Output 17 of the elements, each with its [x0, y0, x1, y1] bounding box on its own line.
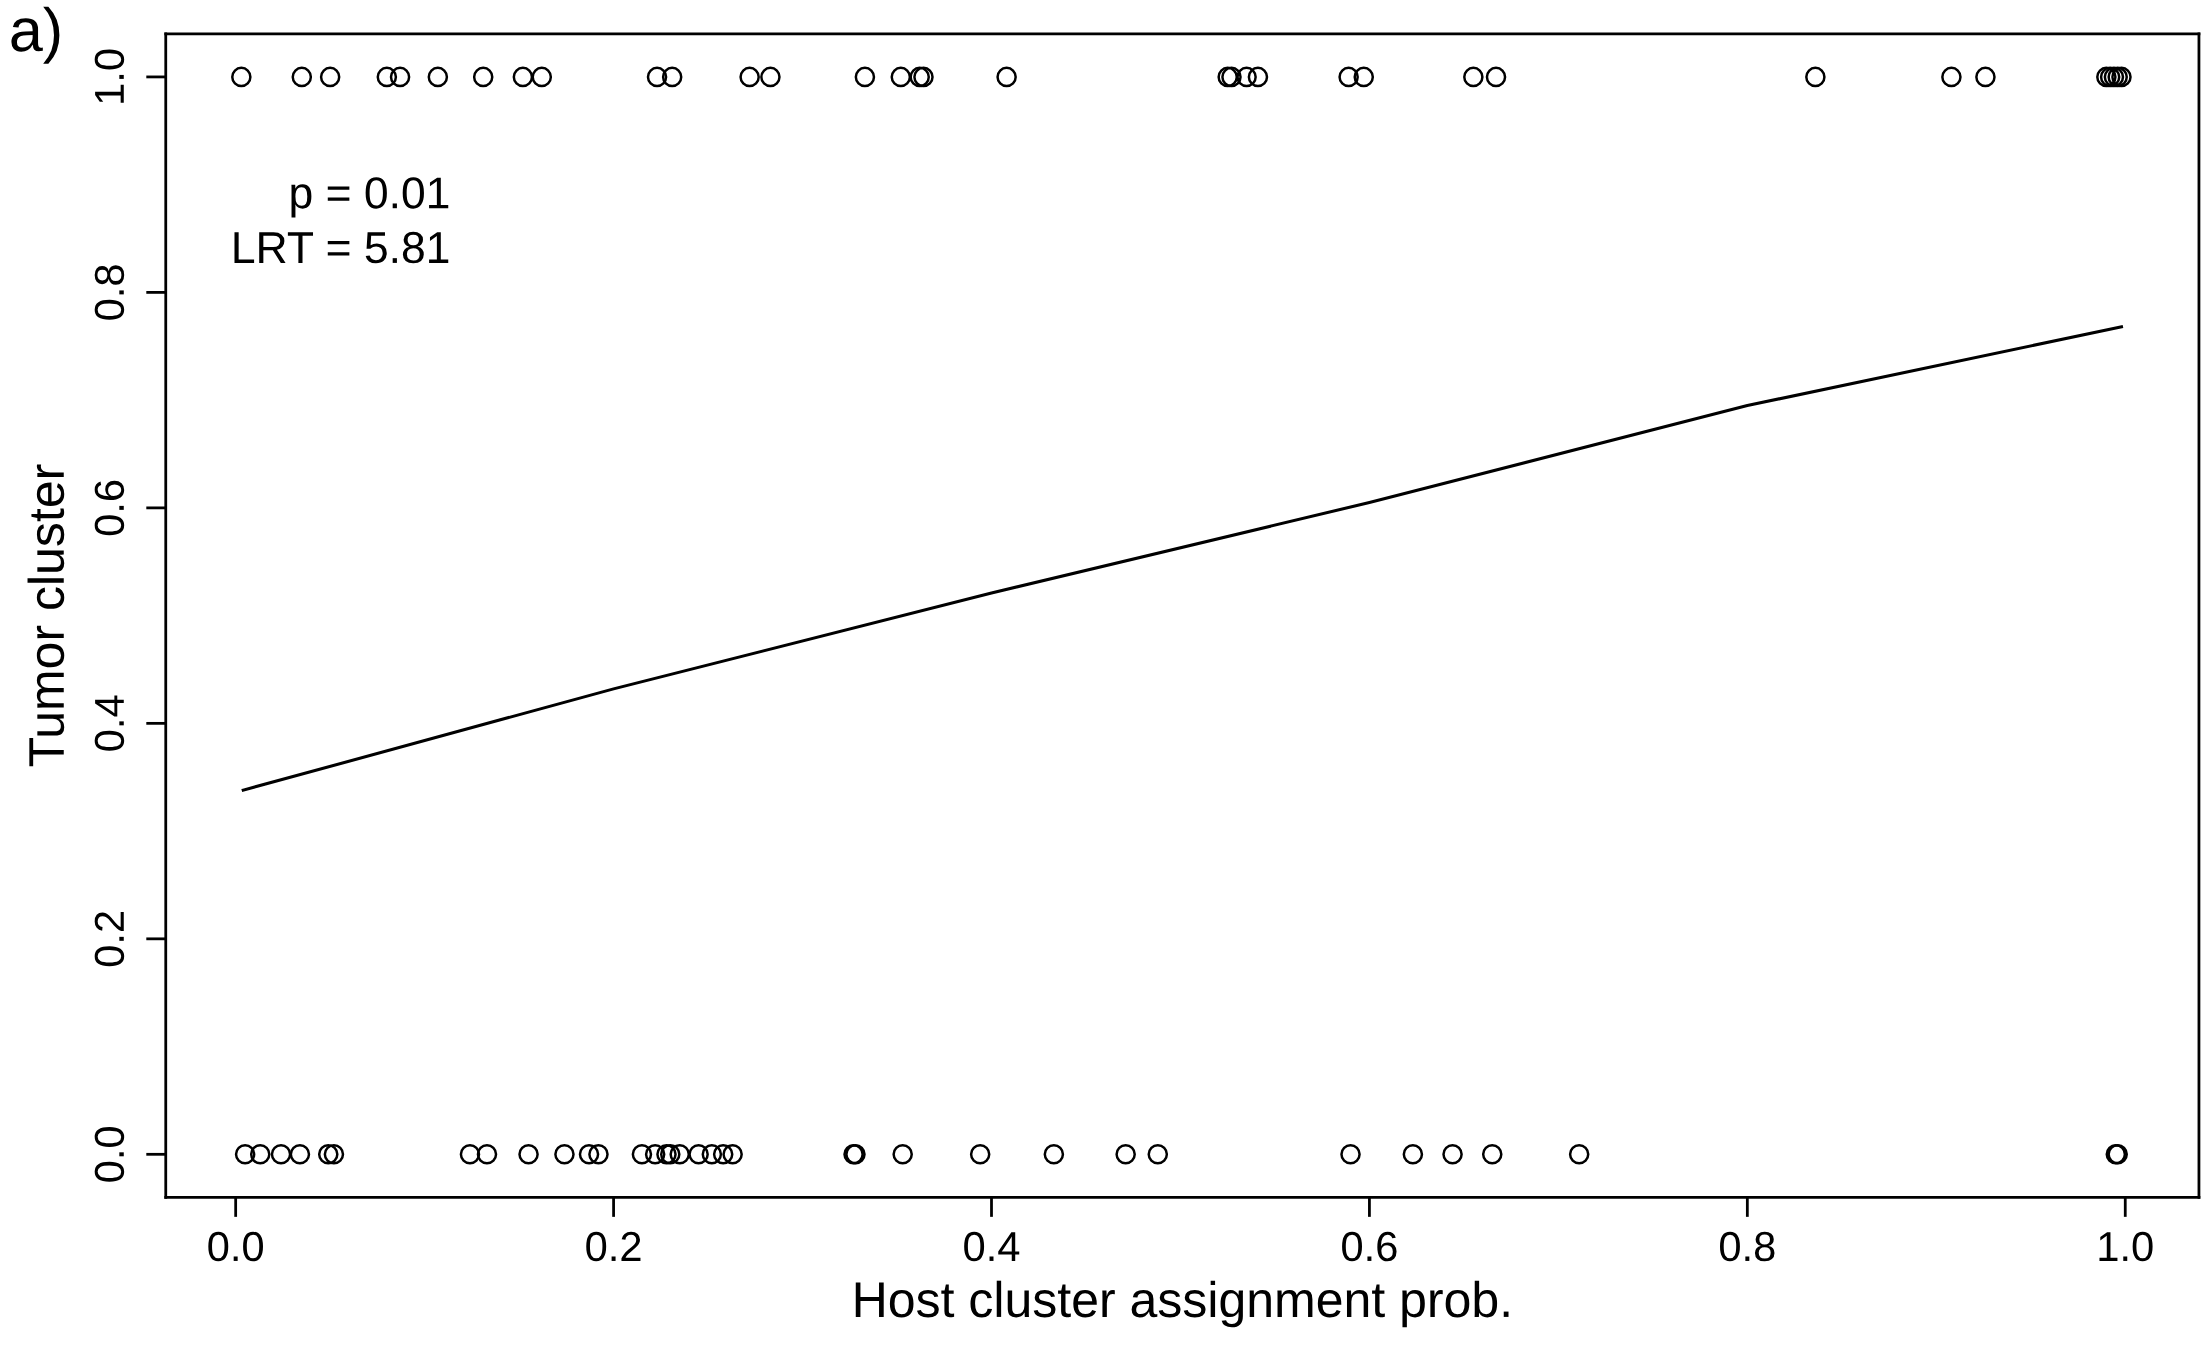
annotation: p = 0.01 — [291, 177, 449, 218]
y-tick-label: 0.0 — [94, 1126, 125, 1182]
y-tick-label: 0.8 — [94, 265, 125, 320]
x-tick-label: 1.0 — [2099, 1231, 2153, 1262]
x-tick-label: 0.8 — [1720, 1231, 1775, 1262]
x-tick-label: 0.4 — [964, 1231, 1020, 1262]
y-tick-label: 0.2 — [94, 911, 125, 967]
x-axis-title: Host cluster assignment prob. — [855, 1280, 1509, 1328]
y-axis-title: Tumor cluster — [27, 464, 65, 767]
x-tick-label: 0.2 — [586, 1231, 641, 1262]
annotation: LRT = 5.81 — [234, 231, 449, 264]
x-tick-label: 0.0 — [208, 1231, 263, 1262]
y-tick-label: 0.6 — [94, 480, 125, 536]
text: a) — [11, 6, 60, 64]
x-tick-label: 0.6 — [1342, 1231, 1397, 1262]
y-tick-label: 1.0 — [94, 49, 125, 103]
y-tick-label: 0.4 — [94, 695, 125, 751]
